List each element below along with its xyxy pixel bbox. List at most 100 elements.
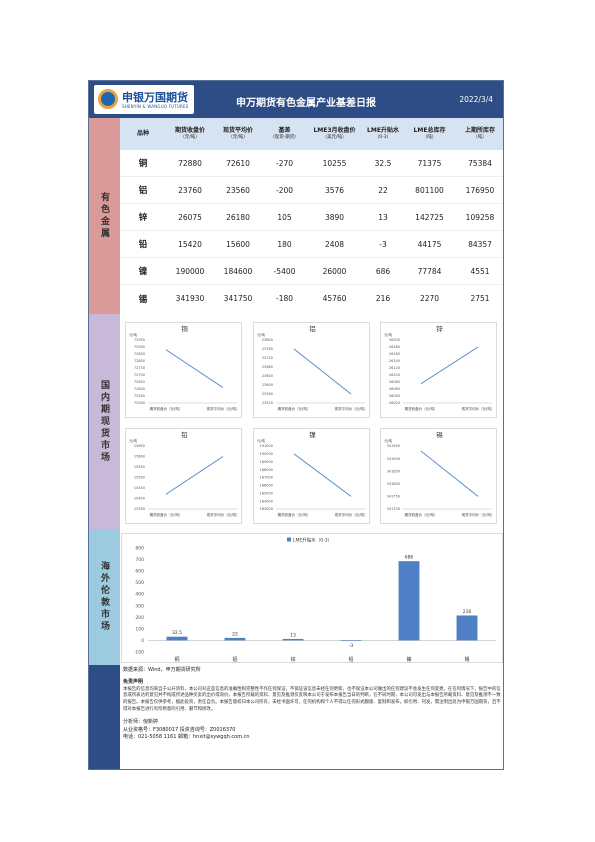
x-tick-label: 铅	[348, 656, 353, 663]
spot-avg: 184600	[223, 266, 253, 276]
x-tick-label: 现货平均价（元/吨）	[335, 406, 368, 411]
bar-chart-svg: LME升贴水（0-3） 800 700 600 500 400 300 200 100 0 -100…	[134, 536, 496, 663]
report-header: 申银万国期货 SHENYIN & WANGUO FUTURES 申万期货有色金属…	[89, 81, 503, 118]
spot-avg: 23560	[226, 185, 250, 195]
y-tick-label: 23600	[262, 383, 273, 387]
metal-name: 铜	[138, 159, 148, 169]
x-tick-label: 现货平均价（元/吨）	[335, 512, 368, 517]
lme-3m-close: 10255	[322, 158, 347, 168]
y-tick-label: 341950	[387, 444, 400, 448]
y-tick-label: 341850	[387, 469, 400, 473]
x-tick-label: 期货收盘价（元/吨）	[278, 406, 311, 411]
y-tick-label: 185000	[260, 491, 273, 495]
y-tick-label: 72500	[134, 401, 145, 405]
y-tick-label: 23760	[262, 347, 273, 351]
mini-chart-copper: 铜元/吨 72950 72900 72850 72800 72750 72700 72650 7…	[125, 322, 242, 418]
y-tick-label: 184000	[260, 499, 273, 503]
x-tick-label: 期货收盘价（元/吨）	[150, 512, 183, 517]
series-line	[420, 346, 479, 385]
mini-chart-aluminium: 铝元/吨 23800 23760 23720 23680 23640 23600 23560 2…	[253, 322, 370, 418]
data-source: 数据来源：Wind，申万期货研究所	[123, 667, 201, 673]
x-tick-label: 现货平均价（元/吨）	[207, 512, 240, 517]
x-tick-label: 期货收盘价（元/吨）	[405, 406, 438, 411]
chart-title: 锡	[436, 430, 443, 439]
shfe-stock: 84357	[468, 239, 492, 249]
y-tick-label: 72600	[134, 387, 145, 391]
shfe-stock: 109258	[465, 212, 495, 222]
bar-锡	[456, 615, 478, 641]
shfe-stock: 176950	[465, 185, 495, 195]
lme-3m-close: 3890	[324, 212, 345, 222]
analyst-contact: 电话：021-5058 1161 邮箱：hnxit@sywgqh.com.cn	[123, 734, 250, 741]
y-tick-label: 15450	[134, 486, 145, 490]
series-line	[420, 450, 479, 497]
lme-spread: 216	[375, 294, 391, 303]
y-tick-label: 26200	[389, 338, 400, 342]
series-line	[165, 349, 224, 388]
logo-mark-icon	[98, 89, 118, 109]
y-unit-label: 元/吨	[384, 438, 393, 443]
basis: 105	[277, 212, 292, 222]
section-label-text: 有色金属	[99, 192, 109, 240]
basis: -5400	[273, 266, 296, 276]
x-tick-label: 镍	[406, 656, 411, 663]
lme-stock: 44175	[417, 239, 442, 249]
y-tick-label: 72750	[134, 366, 145, 370]
section-label-text: 海外伦敦市场	[99, 561, 109, 633]
lme-stock: 142725	[415, 212, 444, 222]
table-row: 铝 23760 23560 -200 3576 22 801100 176950	[120, 177, 503, 204]
futures-close: 72880	[178, 158, 202, 168]
y-tick-label: 100	[135, 626, 144, 632]
y-tick-label: 200	[135, 615, 144, 621]
y-tick-label: 72900	[134, 345, 145, 349]
table-header-cell: 基差 （现货-期货）	[270, 127, 299, 140]
table-header-cell: LME总库存 （吨）	[413, 127, 446, 140]
lme-stock: 801100	[415, 185, 444, 195]
futures-close: 26075	[178, 212, 202, 222]
y-tick-label: 341900	[387, 457, 400, 461]
y-tick-label: 26180	[389, 345, 400, 349]
x-tick-label: 锌	[290, 656, 295, 663]
y-tick-label: 23680	[262, 365, 273, 369]
table-header-cell: 上期所库存 （吨）	[464, 127, 495, 140]
shfe-stock: 75384	[468, 158, 492, 168]
y-tick-label: 26080	[389, 380, 400, 384]
metal-name: 铅	[138, 240, 148, 250]
futures-close: 190000	[175, 266, 205, 276]
y-tick-label: 700	[135, 557, 144, 563]
y-tick-label: 300	[135, 603, 144, 609]
series-line	[165, 456, 224, 495]
metal-name: 锡	[138, 294, 148, 305]
x-tick-label: 铝	[232, 656, 237, 663]
spot-avg: 72610	[226, 158, 250, 168]
table-row: 铅 15420 15600 180 2408 -3 44175 84357	[120, 231, 503, 258]
y-tick-label: 26020	[389, 401, 400, 405]
y-tick-label: 15500	[134, 476, 145, 480]
lme-3m-close: 3576	[324, 185, 345, 195]
report-frame: 申银万国期货 SHENYIN & WANGUO FUTURES 申万期货有色金属…	[88, 80, 504, 770]
y-tick-label: 800	[135, 546, 144, 552]
y-tick-label: 26100	[389, 373, 400, 377]
lme-spread-bar-chart: LME升贴水（0-3） 800 700 600 500 400 300 200 100 0 -100…	[121, 533, 503, 663]
legend-label: LME升贴水（0-3）	[293, 536, 332, 543]
futures-close: 15420	[178, 239, 202, 249]
x-tick-label: 铜	[174, 656, 179, 663]
x-tick-label: 锡	[464, 656, 469, 663]
data-label: 32.5	[172, 630, 182, 636]
bar-铅	[340, 640, 362, 642]
basis: -180	[275, 294, 294, 303]
y-tick-label: 15350	[134, 507, 145, 511]
y-tick-label: 72700	[134, 373, 145, 377]
y-tick-label: 23560	[262, 392, 273, 396]
data-label: 13	[290, 632, 296, 638]
y-tick-label: 341800	[387, 482, 400, 486]
x-tick-label: 期货收盘价（元/吨）	[278, 512, 311, 517]
section-label-overseas: 海外伦敦市场	[89, 529, 120, 665]
table-header-cell: 现货平均价 （元/吨）	[222, 127, 253, 140]
chart-title: 铝	[309, 324, 316, 333]
lme-stock: 77784	[417, 266, 442, 276]
